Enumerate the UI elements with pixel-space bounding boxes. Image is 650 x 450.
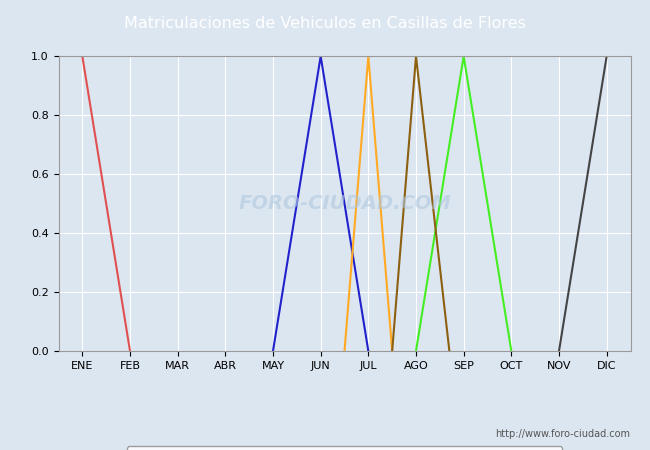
- Text: FORO-CIUDAD.COM: FORO-CIUDAD.COM: [238, 194, 451, 213]
- Legend: 2024, 2023, 2022, 2021, 2020: 2024, 2023, 2022, 2021, 2020: [127, 446, 562, 450]
- Text: http://www.foro-ciudad.com: http://www.foro-ciudad.com: [495, 429, 630, 439]
- Text: Matriculaciones de Vehiculos en Casillas de Flores: Matriculaciones de Vehiculos en Casillas…: [124, 16, 526, 31]
